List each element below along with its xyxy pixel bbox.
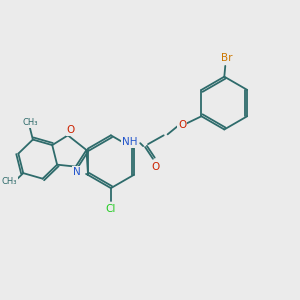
Text: CH₃: CH₃ (2, 178, 17, 187)
Text: NH: NH (122, 137, 137, 147)
Text: O: O (178, 120, 186, 130)
Text: CH₃: CH₃ (22, 118, 38, 127)
Text: Cl: Cl (106, 204, 116, 214)
Text: N: N (73, 167, 80, 176)
Text: O: O (67, 125, 75, 135)
Text: O: O (152, 162, 160, 172)
Text: Br: Br (220, 53, 232, 63)
